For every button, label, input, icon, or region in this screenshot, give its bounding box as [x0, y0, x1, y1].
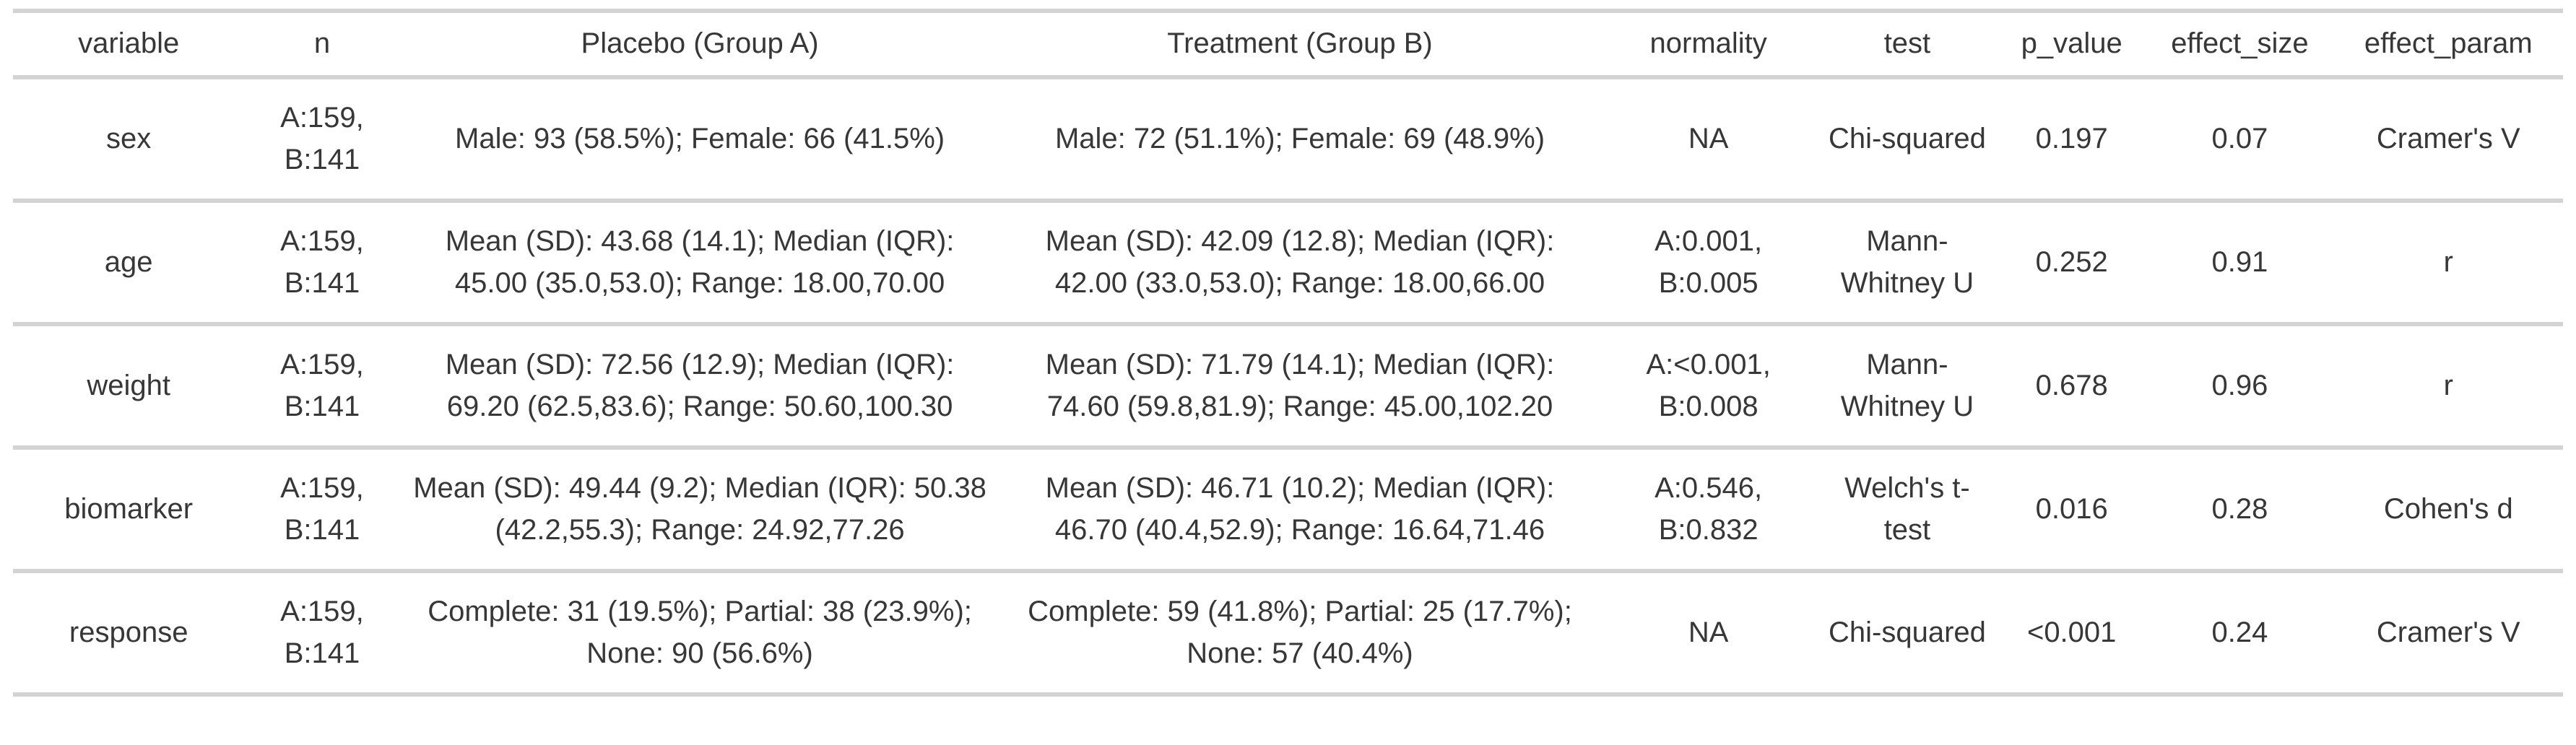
cell-placebo: Male: 93 (58.5%); Female: 66 (41.5%)	[455, 122, 945, 154]
cell-variable: response	[69, 616, 188, 648]
column-header-effect-size: effect_size	[2171, 27, 2309, 60]
cell-effect-size: 0.24	[2211, 616, 2268, 648]
cell-n: A:159, B:141	[280, 225, 364, 299]
table-row-age: age A:159, B:141 Mean (SD): 43.68 (14.1)…	[13, 201, 2563, 324]
column-header-test: test	[1883, 27, 1931, 60]
cell-placebo: Mean (SD): 43.68 (14.1); Median (IQR): 4…	[445, 225, 955, 299]
column-header-n: n	[313, 27, 331, 60]
cell-effect-param: Cramer's V	[2376, 616, 2520, 648]
cell-effect-size: 0.91	[2211, 245, 2268, 278]
clinical-summary-table: variable n Placebo (Group A) Treatment (…	[13, 9, 2563, 697]
cell-effect-param: Cramer's V	[2376, 122, 2520, 154]
cell-placebo: Mean (SD): 49.44 (9.2); Median (IQR): 50…	[413, 472, 986, 546]
cell-p-value: <0.001	[2026, 616, 2117, 648]
cell-normality: A:0.001, B:0.005	[1655, 225, 1763, 299]
cell-n: A:159, B:141	[280, 349, 364, 422]
cell-treatment: Mean (SD): 46.71 (10.2); Median (IQR): 4…	[1045, 472, 1555, 546]
cell-placebo: Mean (SD): 72.56 (12.9); Median (IQR): 6…	[445, 349, 955, 422]
column-header-p-value: p_value	[2021, 27, 2122, 60]
cell-effect-size: 0.28	[2211, 492, 2268, 525]
cell-variable: sex	[106, 122, 152, 154]
cell-variable: weight	[87, 369, 170, 401]
cell-test: Welch's t-test	[1844, 472, 1970, 546]
cell-test: Mann-Whitney U	[1840, 349, 1974, 422]
column-header-variable: variable	[78, 27, 180, 60]
cell-effect-size: 0.96	[2211, 369, 2268, 401]
cell-p-value: 0.197	[2035, 122, 2108, 154]
cell-treatment: Male: 72 (51.1%); Female: 69 (48.9%)	[1054, 122, 1545, 154]
cell-effect-param: r	[2443, 369, 2453, 401]
cell-treatment: Mean (SD): 42.09 (12.8); Median (IQR): 4…	[1045, 225, 1555, 299]
cell-normality: NA	[1688, 616, 1729, 648]
column-header-effect-param: effect_param	[2364, 27, 2533, 60]
column-header-normality: normality	[1649, 27, 1767, 60]
cell-treatment: Complete: 59 (41.8%); Partial: 25 (17.7%…	[1028, 596, 1572, 669]
cell-treatment: Mean (SD): 71.79 (14.1); Median (IQR): 7…	[1045, 349, 1555, 422]
cell-test: Chi-squared	[1828, 122, 1986, 154]
cell-test: Chi-squared	[1828, 616, 1986, 648]
column-header-placebo-group-a: Placebo (Group A)	[581, 27, 819, 60]
cell-normality: A:0.546, B:0.832	[1655, 472, 1763, 546]
cell-p-value: 0.016	[2035, 492, 2108, 525]
column-header-treatment-group-b: Treatment (Group B)	[1167, 27, 1433, 60]
cell-effect-param: Cohen's d	[2383, 492, 2513, 525]
cell-n: A:159, B:141	[280, 596, 364, 669]
cell-p-value: 0.678	[2035, 369, 2108, 401]
cell-n: A:159, B:141	[280, 472, 364, 546]
header-row: variable n Placebo (Group A) Treatment (…	[13, 11, 2563, 77]
cell-normality: NA	[1688, 122, 1729, 154]
cell-p-value: 0.252	[2035, 245, 2108, 278]
cell-effect-param: r	[2443, 245, 2453, 278]
cell-variable: biomarker	[64, 492, 194, 525]
cell-n: A:159, B:141	[280, 102, 364, 175]
table-row-biomarker: biomarker A:159, B:141 Mean (SD): 49.44 …	[13, 448, 2563, 571]
cell-variable: age	[104, 245, 153, 278]
table-row-sex: sex A:159, B:141 Male: 93 (58.5%); Femal…	[13, 77, 2563, 201]
table-row-weight: weight A:159, B:141 Mean (SD): 72.56 (12…	[13, 324, 2563, 448]
table-row-response: response A:159, B:141 Complete: 31 (19.5…	[13, 571, 2563, 694]
cell-test: Mann-Whitney U	[1840, 225, 1974, 299]
cell-placebo: Complete: 31 (19.5%); Partial: 38 (23.9%…	[428, 596, 972, 669]
cell-effect-size: 0.07	[2211, 122, 2268, 154]
cell-normality: A:<0.001, B:0.008	[1646, 349, 1771, 422]
